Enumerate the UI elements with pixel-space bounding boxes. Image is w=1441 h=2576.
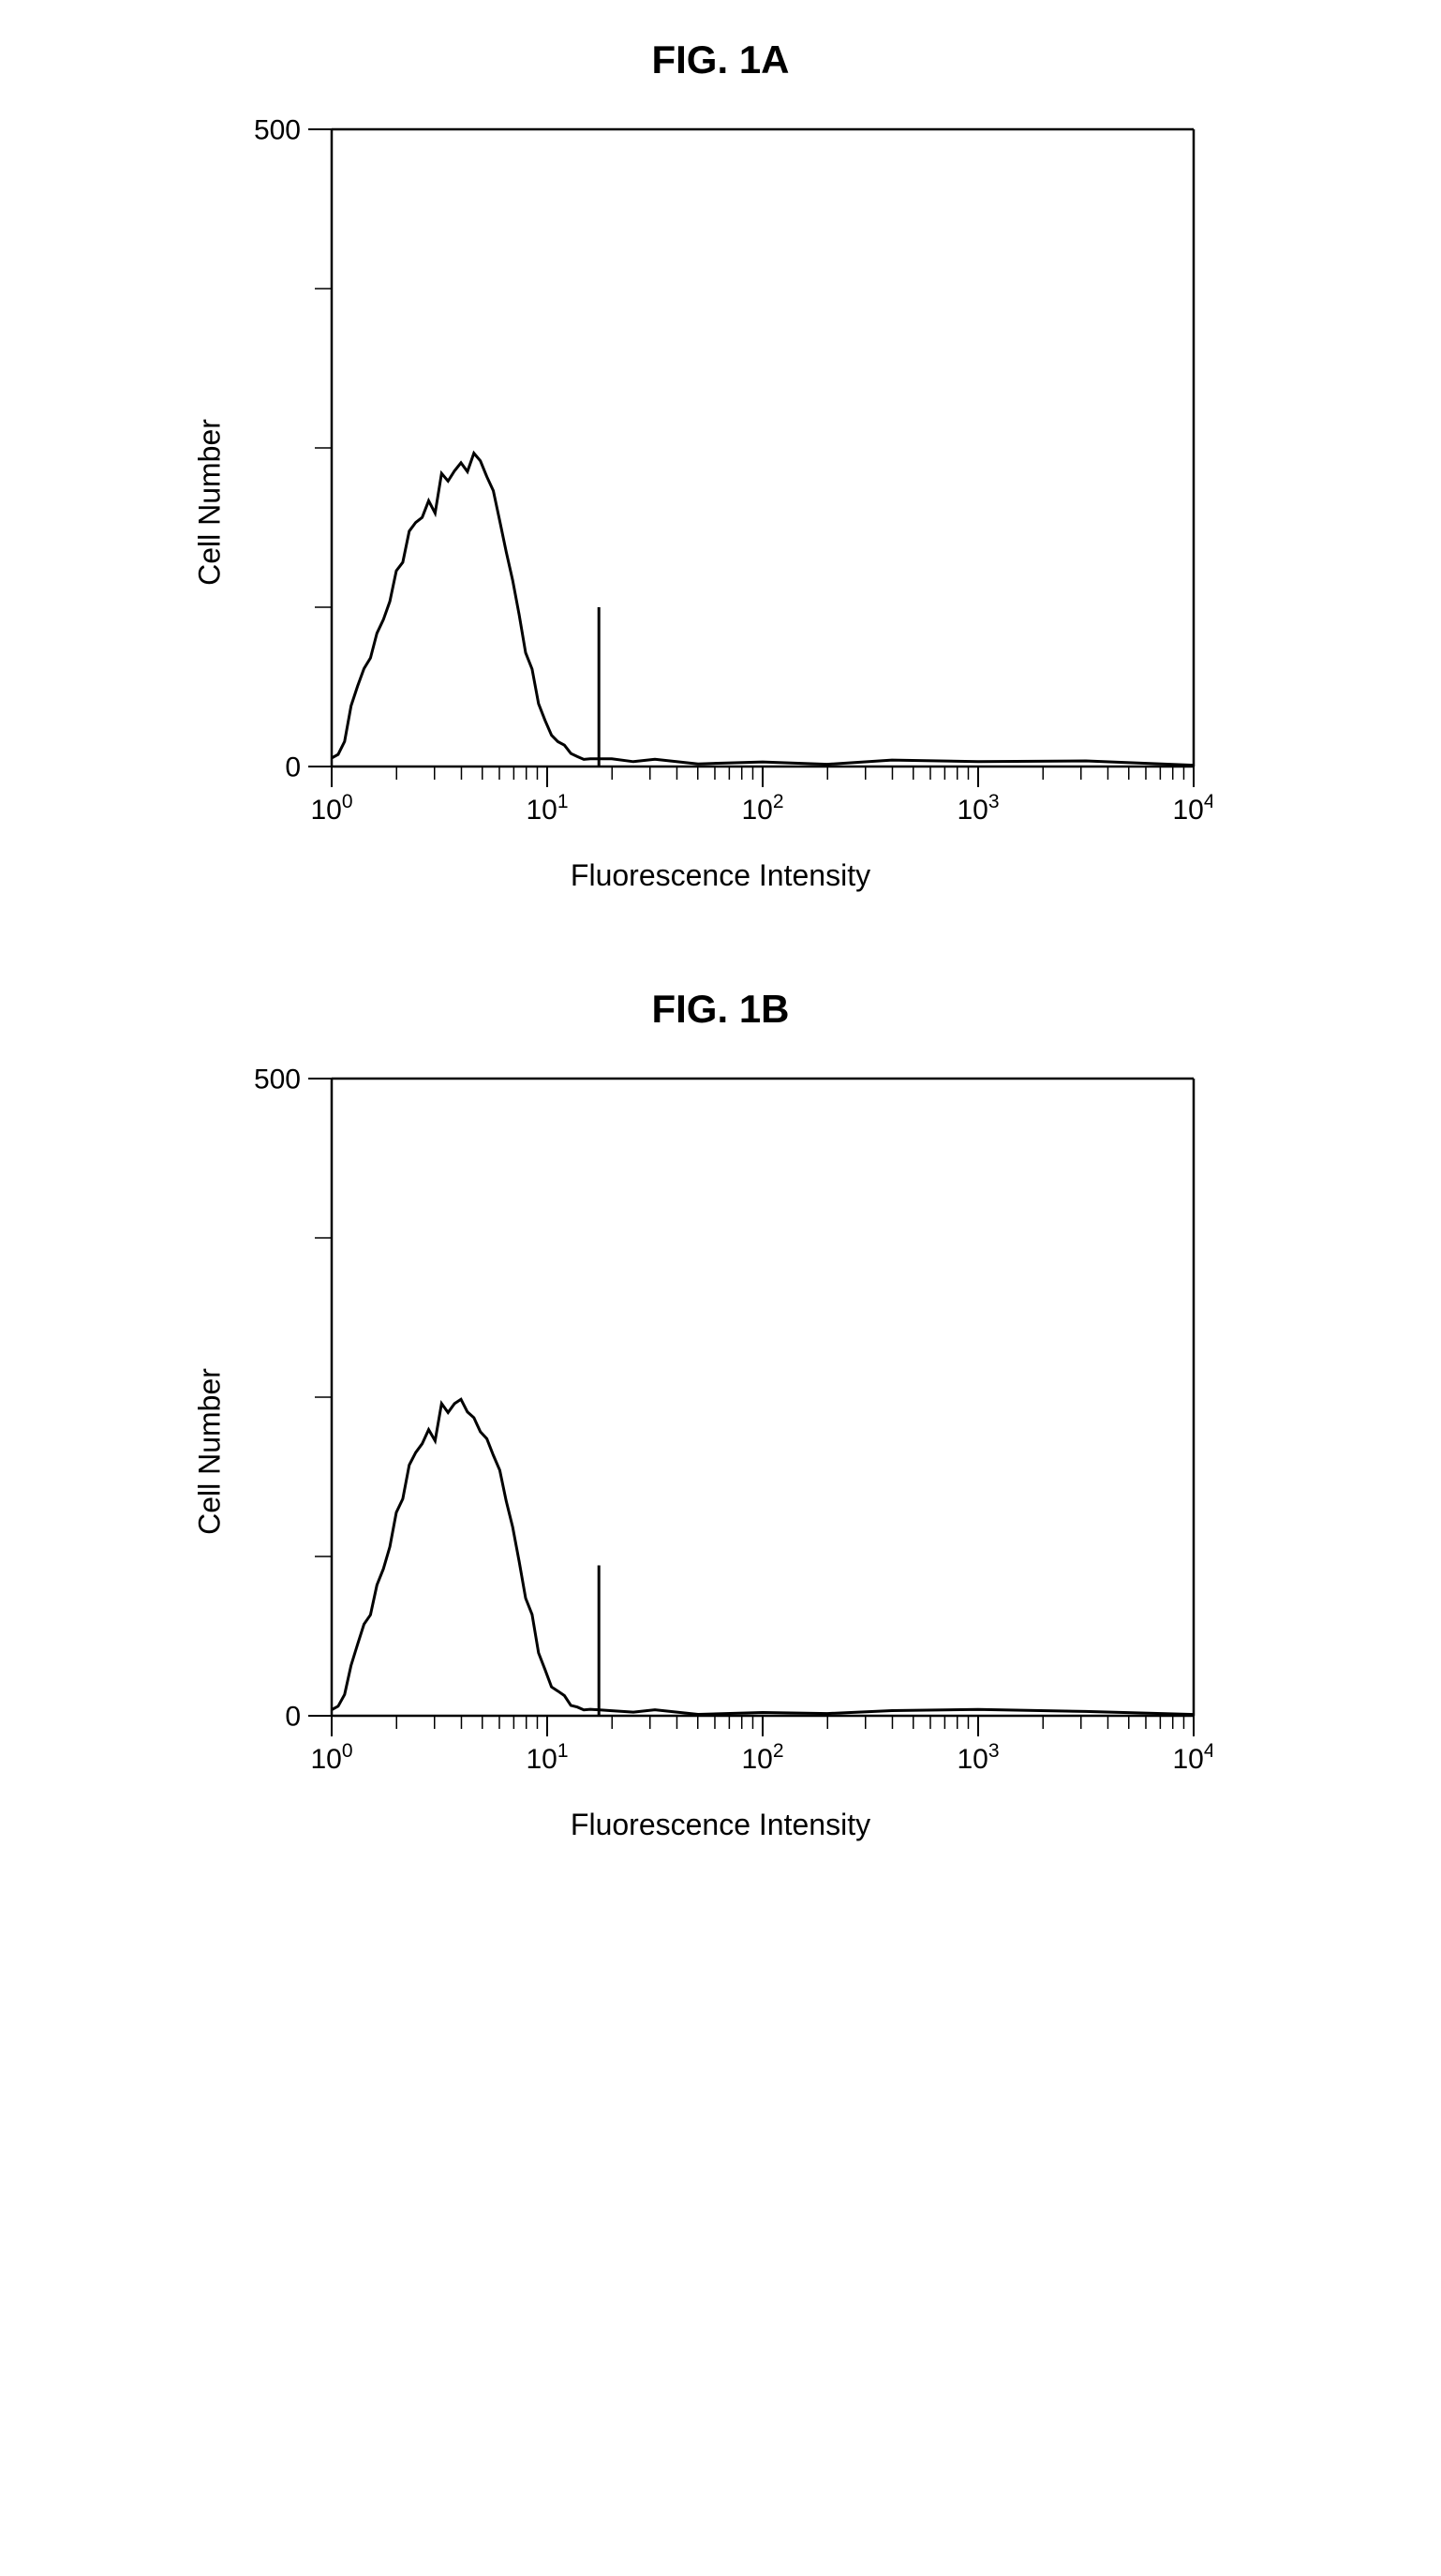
y-axis-label: Cell Number [193,419,228,586]
y-axis-label: Cell Number [193,1368,228,1535]
svg-text:0: 0 [285,752,301,783]
svg-text:104: 104 [1172,791,1212,826]
svg-text:101: 101 [526,791,568,826]
svg-text:0: 0 [285,1702,301,1733]
x-axis-label: Fluorescence Intensity [229,858,1212,893]
figure-block: FIG. 1B Cell Number 0500100101102103104 … [229,987,1212,1842]
svg-text:100: 100 [310,791,352,826]
flow-cytometry-histogram: 0 500 100 101 102 103 104 [229,1060,1212,1800]
svg-text:101: 101 [526,1740,568,1775]
svg-text:103: 103 [957,1740,999,1775]
svg-text:104: 104 [1172,1740,1212,1775]
flow-cytometry-histogram: 0 500 100 101 102 103 104 [229,111,1212,851]
figure-block: FIG. 1A Cell Number 0500100101102103104 … [229,37,1212,893]
x-axis-label: Fluorescence Intensity [229,1808,1212,1842]
figure-title: FIG. 1A [229,37,1212,82]
chart-wrap: Cell Number 0500100101102103104 Fluoresc… [229,1060,1212,1842]
svg-text:102: 102 [741,1740,783,1775]
svg-text:500: 500 [254,115,301,146]
figure-title: FIG. 1B [229,987,1212,1032]
svg-text:103: 103 [957,791,999,826]
chart-wrap: Cell Number 0500100101102103104 Fluoresc… [229,111,1212,893]
svg-text:102: 102 [741,791,783,826]
svg-text:100: 100 [310,1740,352,1775]
svg-text:500: 500 [254,1065,301,1095]
